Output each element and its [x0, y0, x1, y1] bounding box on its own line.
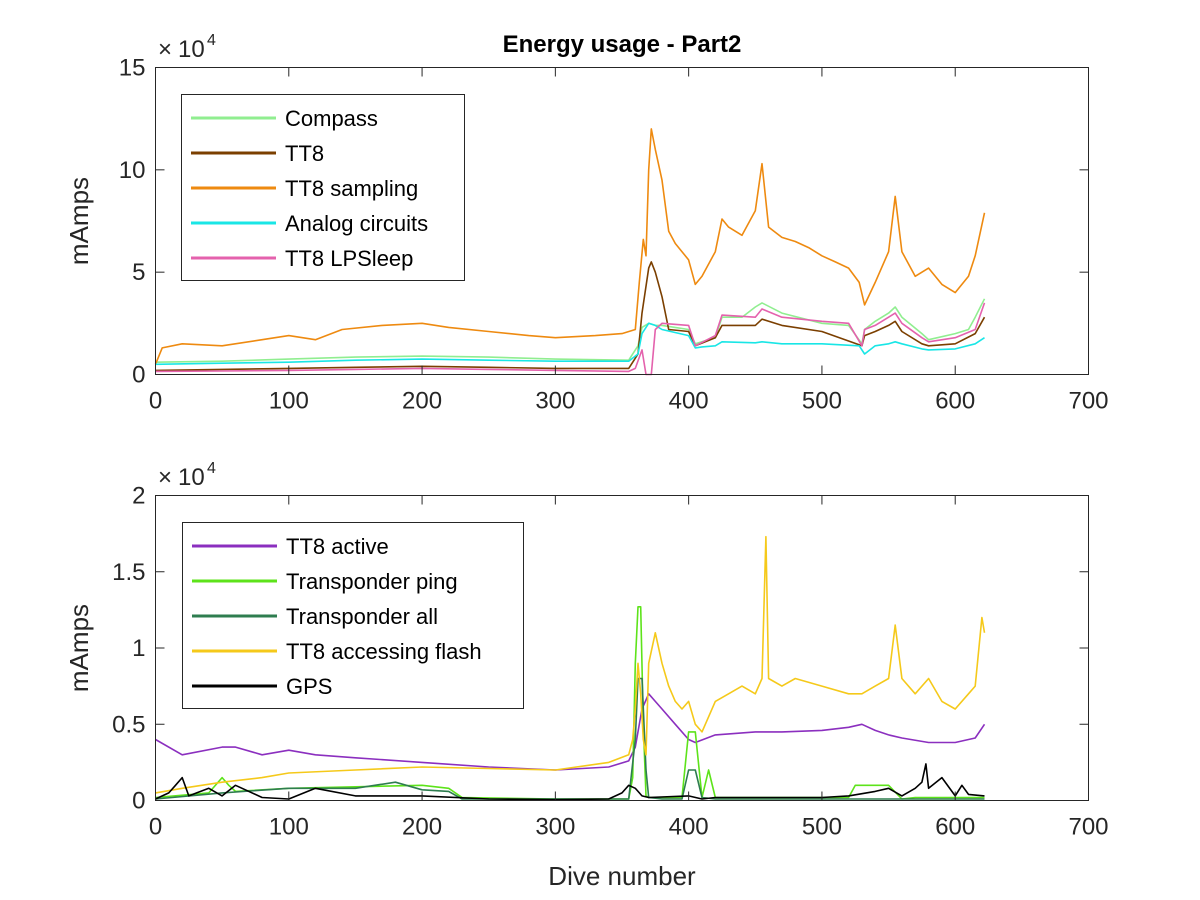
- legend-label-compass: Compass: [285, 106, 378, 131]
- series-line-tt8-sampling: [154, 128, 986, 365]
- x-axis-label: Dive number: [548, 861, 696, 891]
- svg-text:×: ×: [158, 464, 172, 491]
- svg-text:10: 10: [178, 36, 205, 63]
- legend-label-transponder-all: Transponder all: [286, 604, 438, 629]
- y-tick-label: 1: [132, 635, 145, 662]
- y-tick-label: 0.5: [112, 711, 145, 738]
- x-tick-label: 300: [535, 814, 575, 841]
- series-line-analog-circuits: [155, 322, 985, 366]
- series-line-compass: [155, 298, 986, 363]
- series-line-transponder-all: [155, 677, 985, 800]
- chart-title: Energy usage - Part2: [503, 31, 742, 58]
- y-tick-label: 10: [119, 157, 146, 184]
- x-tick-label: 400: [669, 388, 709, 415]
- x-tick-label: 200: [402, 388, 442, 415]
- legend-label-tt8-accessing-flash: TT8 accessing flash: [286, 639, 482, 664]
- y-axis-label-bottom: mAmps: [64, 604, 94, 692]
- y-tick-label: 2: [132, 483, 145, 510]
- series-line-tt8: [155, 261, 986, 372]
- legend-label-analog-circuits: Analog circuits: [285, 211, 428, 236]
- subplot-bottom: 0 100 200 300 400 500 600 700 0 0.5 1 1.5 2 Dive num…: [64, 460, 1109, 891]
- x-tick-label: 600: [935, 814, 975, 841]
- legend-top: Compass TT8 TT8 sampling Analog circuits TT8…: [181, 94, 465, 281]
- x-tick-label: 500: [802, 814, 842, 841]
- svg-text:4: 4: [207, 460, 216, 477]
- series-line-tt8-lpsleep: [155, 302, 986, 376]
- legend-label-tt8: TT8: [285, 141, 324, 166]
- x-tick-label: 300: [535, 388, 575, 415]
- plot-frame-top: [155, 67, 1089, 375]
- y-tick-label: 0: [132, 362, 145, 389]
- series-line-tt8-accessing-flash: [155, 535, 986, 794]
- subplot-top: 0 100 200 300 400 500 600 700 0 5 10 15 Energy usag…: [64, 31, 1109, 415]
- x-tick-label: 700: [1068, 814, 1108, 841]
- y-multiplier-bottom: × 10 4: [158, 460, 216, 491]
- series-line-gps: [155, 763, 985, 801]
- legend-label-gps: GPS: [286, 674, 332, 699]
- y-multiplier-top: × 10 4: [158, 32, 216, 63]
- legend-bottom: TT8 active Transponder ping Transponder al…: [182, 522, 524, 709]
- x-tick-label: 100: [269, 388, 309, 415]
- x-tick-label: 600: [935, 388, 975, 415]
- svg-text:4: 4: [207, 32, 216, 49]
- x-tick-label: 0: [149, 388, 162, 415]
- x-tick-label: 700: [1068, 388, 1108, 415]
- y-tick-label: 0: [132, 788, 145, 815]
- legend-label-tt8-active: TT8 active: [286, 534, 389, 559]
- x-tick-label: 400: [669, 814, 709, 841]
- y-tick-label: 15: [119, 55, 146, 82]
- series-line-tt8-active: [155, 692, 986, 771]
- legend-label-tt8-lpsleep: TT8 LPSleep: [285, 246, 413, 271]
- x-tick-label: 0: [149, 814, 162, 841]
- svg-text:10: 10: [178, 464, 205, 491]
- y-axis-label-top: mAmps: [64, 177, 94, 265]
- legend-label-transponder-ping: Transponder ping: [286, 569, 458, 594]
- legend-label-tt8-sampling: TT8 sampling: [285, 176, 418, 201]
- y-tick-label: 1.5: [112, 559, 145, 586]
- y-tick-label: 5: [132, 259, 145, 286]
- x-tick-label: 200: [402, 814, 442, 841]
- x-tick-label: 100: [269, 814, 309, 841]
- x-tick-label: 500: [802, 388, 842, 415]
- svg-text:×: ×: [158, 36, 172, 63]
